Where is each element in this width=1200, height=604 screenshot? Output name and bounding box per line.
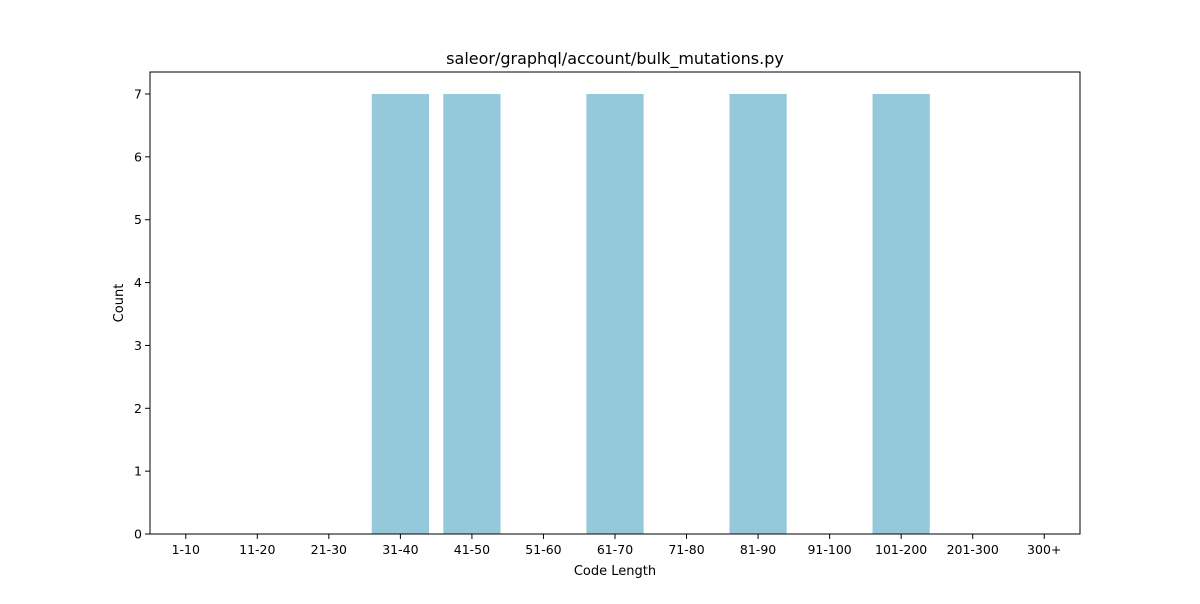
- y-tick-label: 7: [134, 87, 142, 102]
- bar-41-50: [443, 94, 501, 534]
- bar-101-200: [872, 94, 930, 534]
- bar-31-40: [371, 94, 429, 534]
- plot-frame: [149, 71, 1081, 535]
- bar-61-70: [586, 94, 644, 534]
- y-tick-label: 5: [134, 212, 142, 227]
- y-tick-label: 6: [134, 149, 142, 164]
- x-tick-label: 1-10: [172, 542, 200, 557]
- x-tick-label: 61-70: [597, 542, 633, 557]
- y-axis-ticks: 0 1 2 3 4 5 6 7: [134, 87, 150, 542]
- y-tick-label: 1: [134, 464, 142, 479]
- x-tick-label: 101-200: [875, 542, 927, 557]
- y-tick-label: 0: [134, 527, 142, 542]
- x-tick-label: 71-80: [668, 542, 704, 557]
- y-tick-label: 2: [134, 401, 142, 416]
- y-tick-label: 4: [134, 275, 142, 290]
- chart-title: saleor/graphql/account/bulk_mutations.py: [446, 49, 784, 69]
- x-tick-label: 41-50: [454, 542, 490, 557]
- bars-layer: [371, 94, 930, 534]
- x-tick-label: 21-30: [311, 542, 347, 557]
- x-tick-label: 11-20: [239, 542, 275, 557]
- x-axis-title: Code Length: [574, 564, 656, 579]
- x-tick-label: 31-40: [382, 542, 418, 557]
- y-axis-title: Count: [112, 284, 127, 323]
- x-tick-label: 201-300: [947, 542, 999, 557]
- x-tick-label: 91-100: [807, 542, 851, 557]
- x-axis-ticks: 1-10 11-20 21-30 31-40 41-50 51-60 61-70 71-80 8…: [172, 534, 1061, 557]
- x-tick-label: 300+: [1027, 542, 1061, 557]
- bar-81-90: [729, 94, 787, 534]
- y-tick-label: 3: [134, 338, 142, 353]
- x-tick-label: 51-60: [525, 542, 561, 557]
- x-tick-label: 81-90: [740, 542, 776, 557]
